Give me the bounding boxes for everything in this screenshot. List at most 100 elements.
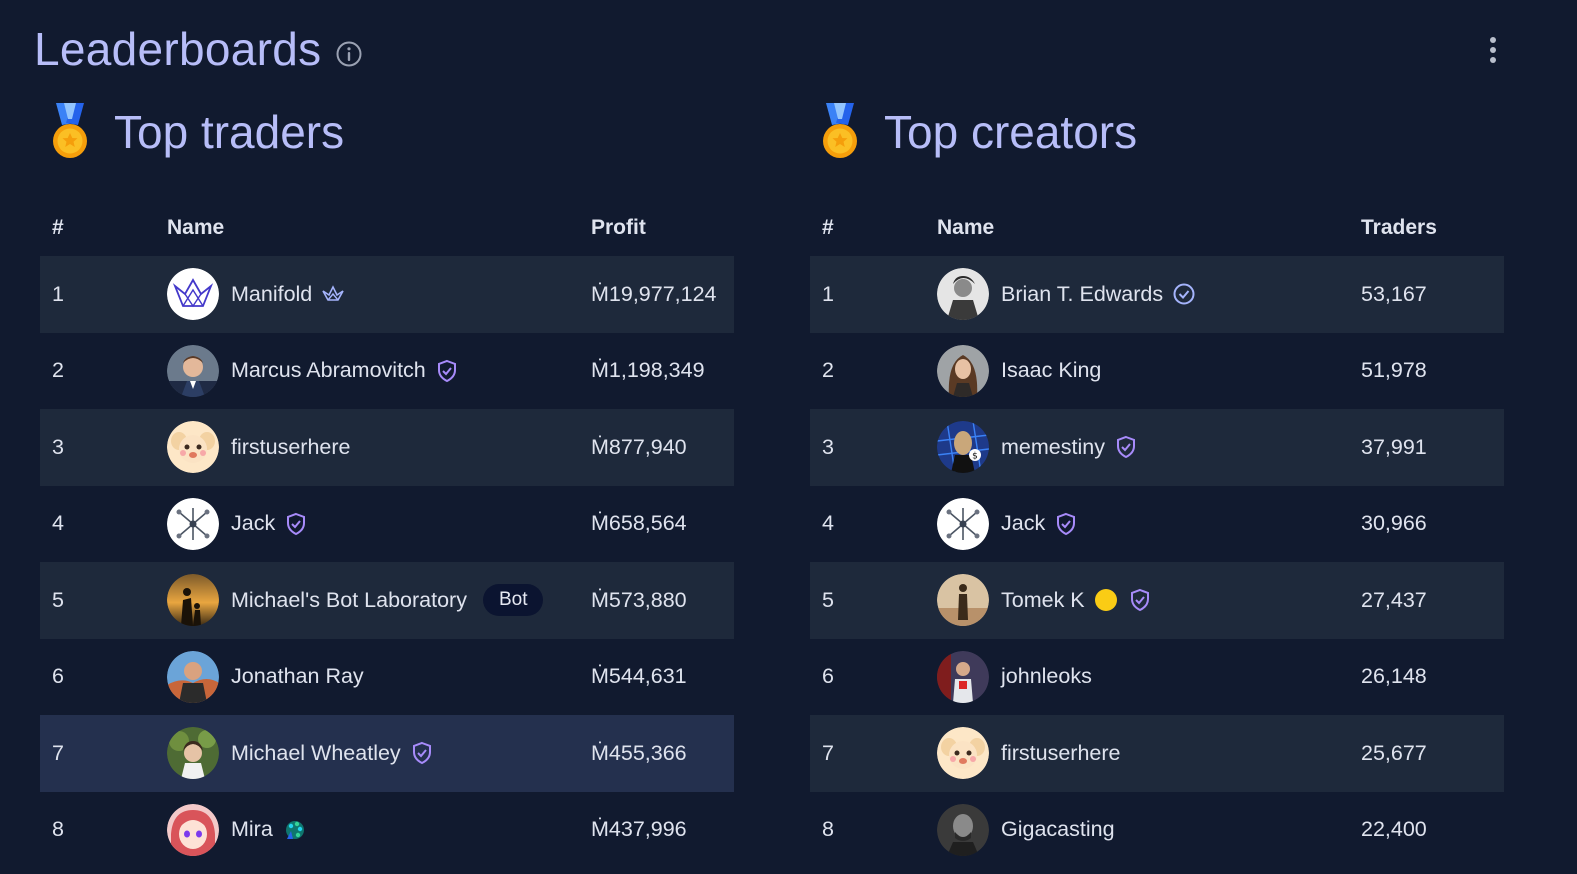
table-row[interactable]: 2 Marcus Abramovitch Ṁ1,198,349 (40, 333, 734, 410)
avatar[interactable] (937, 727, 989, 780)
traders-cell: 30,966 (1361, 511, 1427, 536)
name-cell: Mira (167, 803, 591, 856)
rank-cell: 6 (822, 664, 834, 689)
rank-cell: 4 (52, 511, 64, 536)
verified-shield-icon (1130, 589, 1149, 612)
avatar[interactable]: $ (937, 421, 989, 474)
rank-cell: 2 (822, 358, 834, 383)
user-name-link[interactable]: memestiny (1001, 434, 1105, 459)
user-name-link[interactable]: Manifold (231, 281, 313, 306)
user-name-link[interactable]: Jonathan Ray (231, 664, 364, 689)
traders-cell: 26,148 (1361, 664, 1427, 689)
avatar[interactable] (167, 497, 219, 550)
avatar[interactable] (167, 803, 219, 856)
table-row[interactable]: 2 Isaac King 51,978 (810, 333, 1504, 410)
avatar[interactable] (167, 650, 219, 703)
table-row[interactable]: 7 Michael Wheatley Ṁ455,366 (40, 715, 734, 792)
profit-cell: Ṁ19,977,124 (591, 281, 717, 306)
name-column-header: Name (167, 216, 225, 239)
name-column-header: Name (937, 216, 995, 239)
user-name-link[interactable]: Isaac King (1001, 358, 1102, 383)
table-row[interactable]: 6 Jonathan Ray Ṁ544,631 (40, 639, 734, 716)
rank-cell: 3 (822, 434, 834, 459)
avatar[interactable] (937, 497, 989, 550)
traders-cell: 51,978 (1361, 358, 1427, 383)
page-header: Leaderboards (34, 22, 363, 76)
profit-cell: Ṁ455,366 (591, 740, 687, 765)
avatar[interactable] (937, 268, 989, 321)
user-name-link[interactable]: johnleoks (1001, 664, 1092, 689)
top-creators-board: Top creators # Name Traders 1 Brian T. E… (810, 100, 1504, 868)
avatar[interactable] (937, 574, 989, 627)
user-name-link[interactable]: Michael's Bot Laboratory (231, 587, 467, 612)
table-row[interactable]: 1 Manifold Ṁ19,977,124 (40, 256, 734, 333)
avatar[interactable] (167, 574, 219, 627)
name-cell: Michael Wheatley (167, 727, 591, 780)
traders-cell: 37,991 (1361, 434, 1427, 459)
traders-cell: 22,400 (1361, 817, 1427, 842)
rank-cell: 1 (822, 281, 834, 306)
board-header: Top creators (810, 100, 1504, 164)
user-name-link[interactable]: firstuserhere (231, 434, 351, 459)
profit-cell: Ṁ437,996 (591, 817, 687, 842)
table-row[interactable]: 4 Jack 30,966 (810, 486, 1504, 563)
user-name-link[interactable]: Mira (231, 817, 273, 842)
table-row[interactable]: 6 johnleoks 26,148 (810, 639, 1504, 716)
yellow-circle-icon (1094, 589, 1117, 612)
profit-cell: Ṁ1,198,349 (591, 358, 705, 383)
name-cell: Jack (937, 497, 1361, 550)
user-name-link[interactable]: Jack (1001, 511, 1046, 536)
user-name-link[interactable]: firstuserhere (1001, 740, 1121, 765)
user-name-link[interactable]: Gigacasting (1001, 817, 1115, 842)
more-options-icon[interactable] (1478, 34, 1508, 66)
avatar[interactable] (937, 344, 989, 397)
name-cell: Manifold (167, 268, 591, 321)
rank-cell: 7 (822, 740, 834, 765)
crane-icon (322, 285, 344, 302)
rank-column-header: # (52, 216, 64, 239)
table-row[interactable]: 7 firstuserhere 25,677 (810, 715, 1504, 792)
name-cell: Jack (167, 497, 591, 550)
table-row[interactable]: 5 Michael's Bot Lab (40, 562, 734, 639)
avatar[interactable] (167, 268, 219, 321)
table-row[interactable]: 8 Mira (40, 792, 734, 869)
rank-cell: 7 (52, 740, 64, 765)
svg-text:$: $ (972, 452, 978, 462)
avatar[interactable] (167, 344, 219, 397)
rank-cell: 1 (52, 281, 64, 306)
verified-check-icon (1173, 283, 1195, 305)
avatar[interactable] (167, 727, 219, 780)
user-name-link[interactable]: Tomek K (1001, 587, 1085, 612)
name-cell: johnleoks (937, 650, 1361, 703)
bot-badge: Bot (482, 584, 544, 617)
user-name-link[interactable]: Brian T. Edwards (1001, 281, 1164, 306)
user-name-link[interactable]: Marcus Abramovitch (231, 358, 426, 383)
rank-cell: 3 (52, 434, 64, 459)
board-title: Top creators (884, 106, 1138, 158)
verified-shield-icon (1057, 512, 1076, 535)
rank-cell: 8 (52, 817, 64, 842)
table-row[interactable]: 8 Gigacasting 22,400 (810, 792, 1504, 869)
medal-icon (823, 103, 857, 158)
avatar[interactable] (167, 421, 219, 474)
profit-cell: Ṁ877,940 (591, 434, 687, 459)
avatar[interactable] (937, 650, 989, 703)
table-row[interactable]: 3 $ memestiny 37,991 (810, 409, 1504, 486)
table-row[interactable]: 3 firstuserhere Ṁ877,940 (40, 409, 734, 486)
traders-cell: 27,437 (1361, 587, 1427, 612)
info-icon[interactable] (335, 40, 363, 68)
user-name-link[interactable]: Michael Wheatley (231, 740, 401, 765)
name-cell: Gigacasting (937, 803, 1361, 856)
page-title: Leaderboards (34, 23, 322, 75)
table-row[interactable]: 5 Tomek K 27,437 (810, 562, 1504, 639)
name-cell: Jonathan Ray (167, 650, 591, 703)
user-name-link[interactable]: Jack (231, 511, 276, 536)
name-cell: Tomek K (937, 574, 1361, 627)
avatar[interactable] (937, 803, 989, 856)
table-row[interactable]: 4 Jack Ṁ658,564 (40, 486, 734, 563)
table-row[interactable]: 1 Brian T. Edwards 53,167 (810, 256, 1504, 333)
traders-cell: 25,677 (1361, 740, 1427, 765)
rank-cell: 8 (822, 817, 834, 842)
rank-cell: 5 (822, 587, 834, 612)
